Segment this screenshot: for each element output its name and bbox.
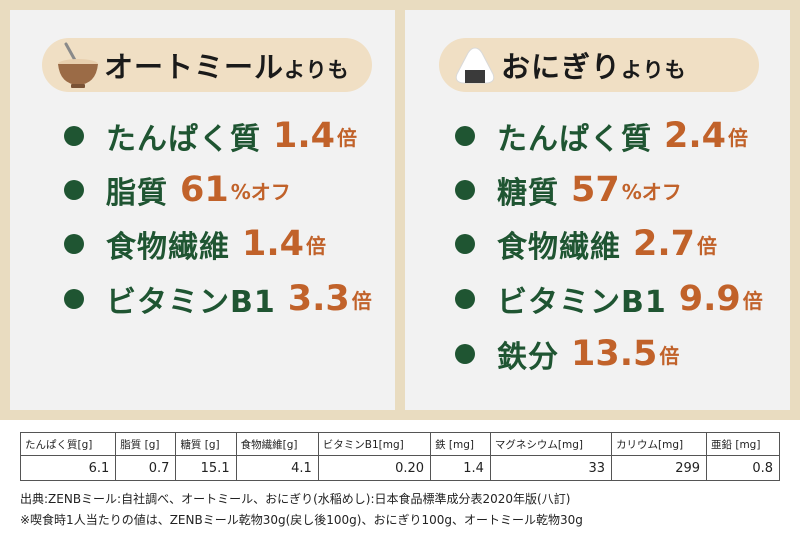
oatmeal-bowl-icon [52, 38, 104, 92]
serving-footnote: ※喫食時1人当たりの値は、ZENBミール乾物30g(戻し後100g)、おにぎり1… [20, 513, 583, 527]
table-header-cell: 亜鉛 [mg] [706, 432, 780, 456]
nutrient-unit: 倍 [337, 125, 358, 150]
bullet-dot [455, 289, 475, 309]
bullet-dot [455, 126, 475, 146]
bullet-dot [64, 289, 84, 309]
table-header-cell: 鉄 [mg] [430, 432, 491, 456]
nutrient-value: 2.4 [664, 116, 727, 156]
nutrient-label: ビタミンB1 [106, 285, 276, 320]
nutrient-unit: 倍 [306, 233, 327, 258]
nutrient-value: 3.3 [287, 279, 350, 319]
nutrient-label: 食物繊維 [497, 230, 621, 265]
nutrient-unit: 倍 [351, 288, 372, 313]
list-item: たんぱく質 2.4 倍 [455, 114, 748, 158]
list-item: 食物繊維 1.4 倍 [64, 222, 326, 266]
list-item: 糖質 57 %オフ [455, 168, 682, 212]
bullet-dot [64, 234, 84, 254]
list-item: ビタミンB1 3.3 倍 [64, 277, 372, 321]
nutrition-table: たんぱく質[g] 脂質 [g] 糖質 [g] 食物繊維[g] ビタミンB1[mg… [19, 432, 780, 481]
nutrient-unit: %オフ [621, 179, 682, 204]
table-header-cell: たんぱく質[g] [19, 432, 117, 456]
nutrient-unit: 倍 [742, 288, 763, 313]
nutrient-value: 9.9 [678, 279, 741, 319]
oatmeal-header-title: オートミールよりも [104, 50, 350, 84]
table-cell: 15.1 [175, 455, 237, 481]
nutrient-unit: 倍 [697, 233, 718, 258]
nutrient-label: 食物繊維 [106, 230, 230, 265]
table-cell: 0.20 [317, 455, 432, 481]
table-cell: 6.1 [19, 455, 117, 481]
table-cell: 0.8 [706, 455, 780, 481]
nutrient-value: 1.4 [242, 224, 305, 264]
nutrient-value: 57 [571, 170, 620, 210]
table-cell: 0.7 [115, 455, 177, 481]
bullet-dot [64, 180, 84, 200]
table-cell: 299 [611, 455, 708, 481]
nutrient-value: 1.4 [273, 116, 336, 156]
onigiri-comparison-panel: おにぎりよりも たんぱく質 2.4 倍 糖質 57 %オフ 食物繊維 2.7 倍… [405, 10, 790, 410]
nutrient-label: 鉄分 [497, 340, 559, 375]
bullet-dot [455, 180, 475, 200]
nutrient-unit: %オフ [230, 179, 291, 204]
table-row: 6.1 0.7 15.1 4.1 0.20 1.4 33 299 0.8 [19, 455, 780, 481]
source-footnote: 出典:ZENBミール:自社調べ、オートミール、おにぎり(水稲めし):日本食品標準… [20, 492, 571, 506]
bullet-dot [455, 234, 475, 254]
nutrient-label: 糖質 [497, 176, 559, 211]
bullet-dot [455, 344, 475, 364]
oatmeal-header-pill: オートミールよりも [42, 38, 372, 92]
table-header-cell: ビタミンB1[mg] [317, 432, 432, 456]
table-header-cell: カリウム[mg] [611, 432, 708, 456]
nutrient-label: ビタミンB1 [497, 285, 667, 320]
table-header-cell: 食物繊維[g] [235, 432, 319, 456]
comparison-frame: オートミールよりも たんぱく質 1.4 倍 脂質 61 %オフ 食物繊維 1.4… [0, 0, 800, 420]
list-item: ビタミンB1 9.9 倍 [455, 277, 763, 321]
table-header-cell: マグネシウム[mg] [489, 432, 613, 456]
table-cell: 4.1 [235, 455, 319, 481]
onigiri-header-title: おにぎりよりも [501, 50, 687, 84]
oatmeal-comparison-panel: オートミールよりも たんぱく質 1.4 倍 脂質 61 %オフ 食物繊維 1.4… [10, 10, 395, 410]
table-cell: 33 [489, 455, 613, 481]
onigiri-icon [449, 38, 501, 92]
onigiri-header-pill: おにぎりよりも [439, 38, 759, 92]
nutrient-unit: 倍 [728, 125, 749, 150]
nutrient-unit: 倍 [659, 343, 680, 368]
nutrient-label: 脂質 [106, 176, 168, 211]
list-item: 脂質 61 %オフ [64, 168, 291, 212]
table-header-row: たんぱく質[g] 脂質 [g] 糖質 [g] 食物繊維[g] ビタミンB1[mg… [19, 432, 780, 456]
nutrient-value: 61 [180, 170, 229, 210]
nutrient-label: たんぱく質 [497, 122, 652, 157]
list-item: たんぱく質 1.4 倍 [64, 114, 357, 158]
nutrient-value: 13.5 [571, 334, 658, 374]
list-item: 鉄分 13.5 倍 [455, 332, 679, 376]
nutrient-value: 2.7 [633, 224, 696, 264]
bullet-dot [64, 126, 84, 146]
table-header-cell: 糖質 [g] [175, 432, 237, 456]
list-item: 食物繊維 2.7 倍 [455, 222, 717, 266]
nutrient-label: たんぱく質 [106, 122, 261, 157]
table-cell: 1.4 [430, 455, 491, 481]
table-header-cell: 脂質 [g] [115, 432, 177, 456]
